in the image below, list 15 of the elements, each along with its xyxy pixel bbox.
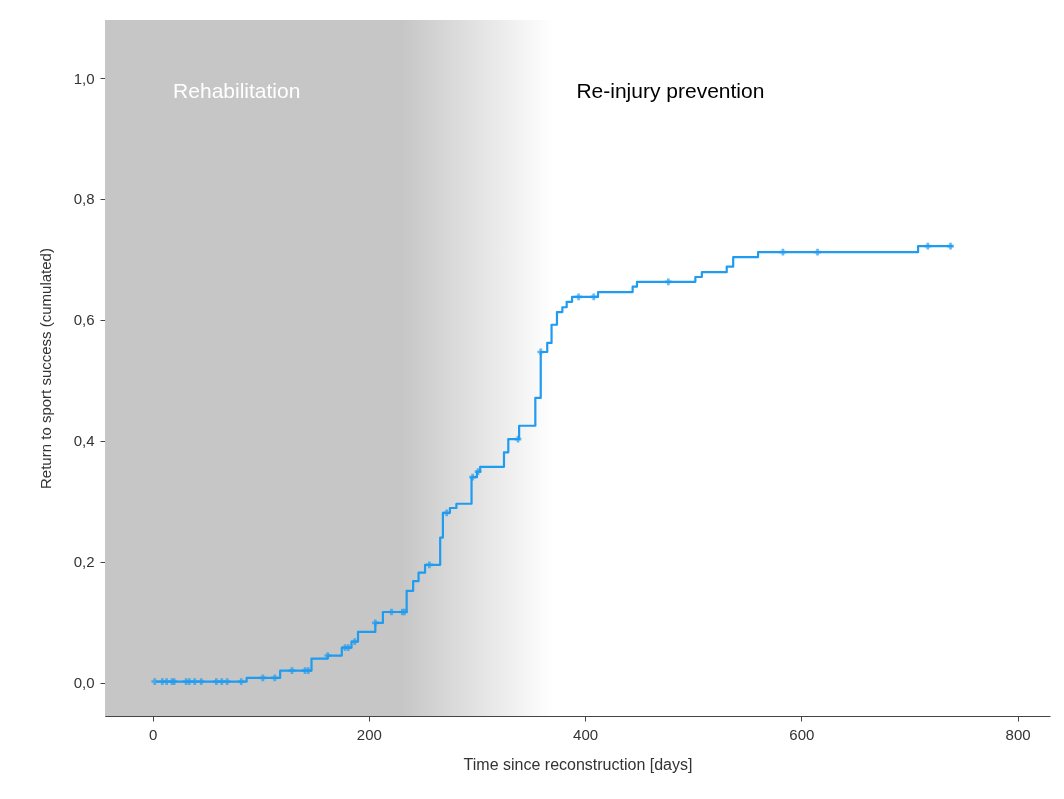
y-tick-label: 0,8 (73, 190, 95, 208)
x-tick-label: 0 (148, 725, 158, 743)
x-tick-label: 400 (573, 725, 599, 743)
x-axis-title: Time since reconstruction [days] (463, 755, 693, 773)
y-tick-label: 0,2 (73, 553, 95, 571)
band-label: Rehabilitation (173, 79, 301, 102)
x-tick-label: 800 (1005, 725, 1031, 743)
y-axis-title: Return to sport success (cumulated) (36, 248, 54, 489)
y-tick-label: 0,4 (73, 432, 95, 450)
annotation: Re-injury prevention (576, 79, 765, 102)
x-tick-label: 600 (789, 725, 815, 743)
y-tick-label: 0,6 (73, 311, 95, 329)
y-tick-label: 0,0 (73, 674, 95, 692)
x-tick-label: 200 (356, 725, 382, 743)
y-tick-label: 1,0 (73, 69, 95, 87)
